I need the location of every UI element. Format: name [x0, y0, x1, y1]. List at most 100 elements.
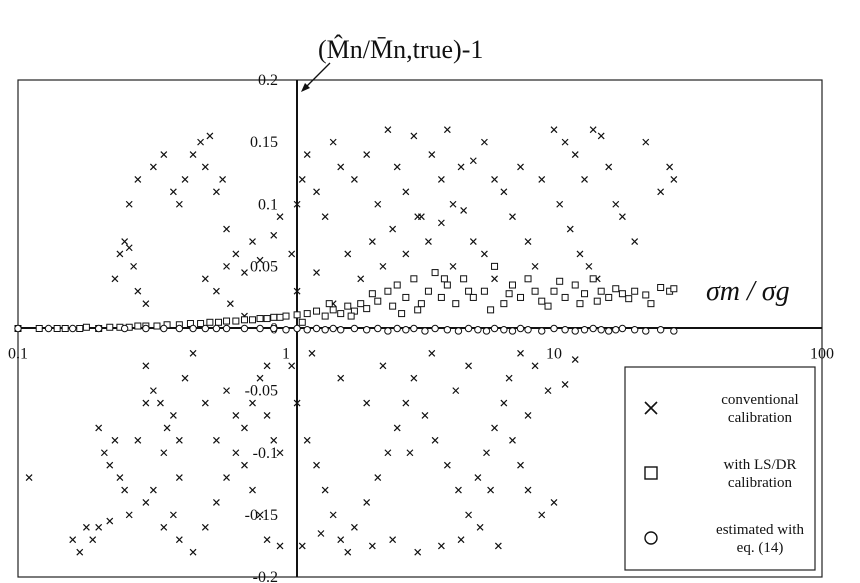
conventional-point — [350, 523, 358, 531]
legend-label: with LS/DR — [724, 457, 797, 473]
conventional-point — [368, 542, 376, 550]
conventional-point — [313, 461, 320, 469]
conventional-point — [130, 262, 138, 270]
conventional-point — [597, 132, 605, 140]
y-tick-label: -0.2 — [253, 569, 278, 583]
conventional-point — [270, 231, 278, 239]
conventional-point — [414, 548, 422, 556]
conventional-point — [232, 250, 240, 258]
lsdr-point — [197, 320, 205, 328]
conventional-point — [393, 424, 401, 432]
y-axis-label: (M̂n/M̄n,true)-1 — [318, 35, 483, 64]
lsdr-point — [517, 293, 525, 301]
eq14-point — [142, 324, 150, 333]
conventional-point — [480, 250, 488, 258]
conventional-point — [249, 399, 256, 407]
lsdr-point — [524, 275, 532, 283]
conventional-point — [538, 511, 546, 519]
eq14-point — [212, 324, 221, 333]
conventional-point — [344, 548, 352, 556]
conventional-point — [175, 436, 183, 444]
conventional-point — [384, 126, 392, 134]
lsdr-point — [593, 297, 601, 305]
legend-label: estimated with — [716, 522, 804, 538]
conventional-point — [421, 412, 429, 419]
eq14-point — [605, 327, 613, 335]
conventional-point — [460, 207, 468, 214]
conventional-point — [142, 362, 150, 370]
conventional-point — [134, 436, 142, 444]
lsdr-point — [298, 318, 306, 326]
conventional-point — [505, 374, 513, 382]
conventional-point — [491, 424, 498, 432]
conventional-point — [363, 499, 371, 506]
conventional-point — [374, 474, 382, 482]
conventional-point — [169, 412, 177, 419]
conventional-point — [111, 436, 119, 444]
eq14-point — [571, 327, 579, 335]
conventional-point — [125, 200, 133, 208]
lsdr-point — [347, 312, 355, 320]
conventional-point — [116, 250, 124, 258]
eq14-point — [393, 324, 401, 333]
conventional-point — [175, 536, 183, 544]
lsdr-point — [550, 287, 558, 295]
eq14-point — [612, 326, 620, 334]
conventional-point — [480, 138, 488, 146]
lsdr-point — [215, 318, 223, 326]
lsdr-point — [282, 312, 290, 320]
conventional-point — [219, 175, 227, 183]
conventional-point — [494, 542, 502, 550]
conventional-point — [226, 300, 234, 308]
conventional-point — [249, 486, 256, 494]
lsdr-point — [398, 310, 406, 318]
eq14-point — [293, 324, 301, 333]
conventional-point — [25, 474, 33, 482]
data-marks — [14, 126, 678, 556]
conventional-point — [95, 424, 103, 432]
conventional-point — [524, 412, 532, 419]
conventional-point — [524, 486, 532, 494]
conventional-point — [241, 424, 248, 432]
conventional-point — [134, 175, 142, 183]
conventional-point — [212, 436, 220, 444]
lsdr-point — [625, 295, 633, 303]
conventional-point — [169, 188, 177, 196]
lsdr-point — [561, 293, 569, 301]
conventional-point — [406, 449, 414, 457]
conventional-point — [571, 151, 579, 158]
conventional-point — [571, 356, 579, 363]
lsdr-point — [329, 306, 337, 314]
lsdr-point — [597, 287, 605, 295]
y-tick-label: -0.05 — [245, 383, 278, 400]
conventional-point — [414, 213, 422, 221]
y-tick-label: 0.2 — [258, 72, 278, 89]
conventional-point — [443, 126, 451, 134]
conventional-point — [509, 436, 516, 444]
lsdr-point — [393, 281, 401, 289]
conventional-point — [425, 238, 432, 245]
conventional-point — [531, 262, 539, 270]
eq14-point — [14, 324, 22, 333]
y-tick-label: 0.1 — [258, 196, 278, 213]
conventional-point — [89, 536, 97, 544]
conventional-point — [232, 412, 240, 419]
eq14-point — [524, 326, 532, 334]
legend-marker — [644, 401, 658, 415]
conventional-point — [288, 250, 296, 258]
lsdr-point — [571, 281, 579, 289]
conventional-point — [181, 374, 189, 382]
conventional-point — [298, 175, 306, 183]
eq14-point — [350, 324, 359, 333]
lsdr-point — [357, 300, 365, 308]
lsdr-point — [402, 293, 410, 301]
lsdr-point — [544, 302, 552, 310]
lsdr-point — [82, 323, 90, 331]
conventional-point — [550, 499, 558, 506]
eq14-point — [421, 327, 429, 335]
eq14-point — [402, 326, 410, 334]
eq14-point — [516, 324, 525, 333]
conventional-point — [337, 374, 345, 382]
lsdr-point — [303, 310, 311, 318]
